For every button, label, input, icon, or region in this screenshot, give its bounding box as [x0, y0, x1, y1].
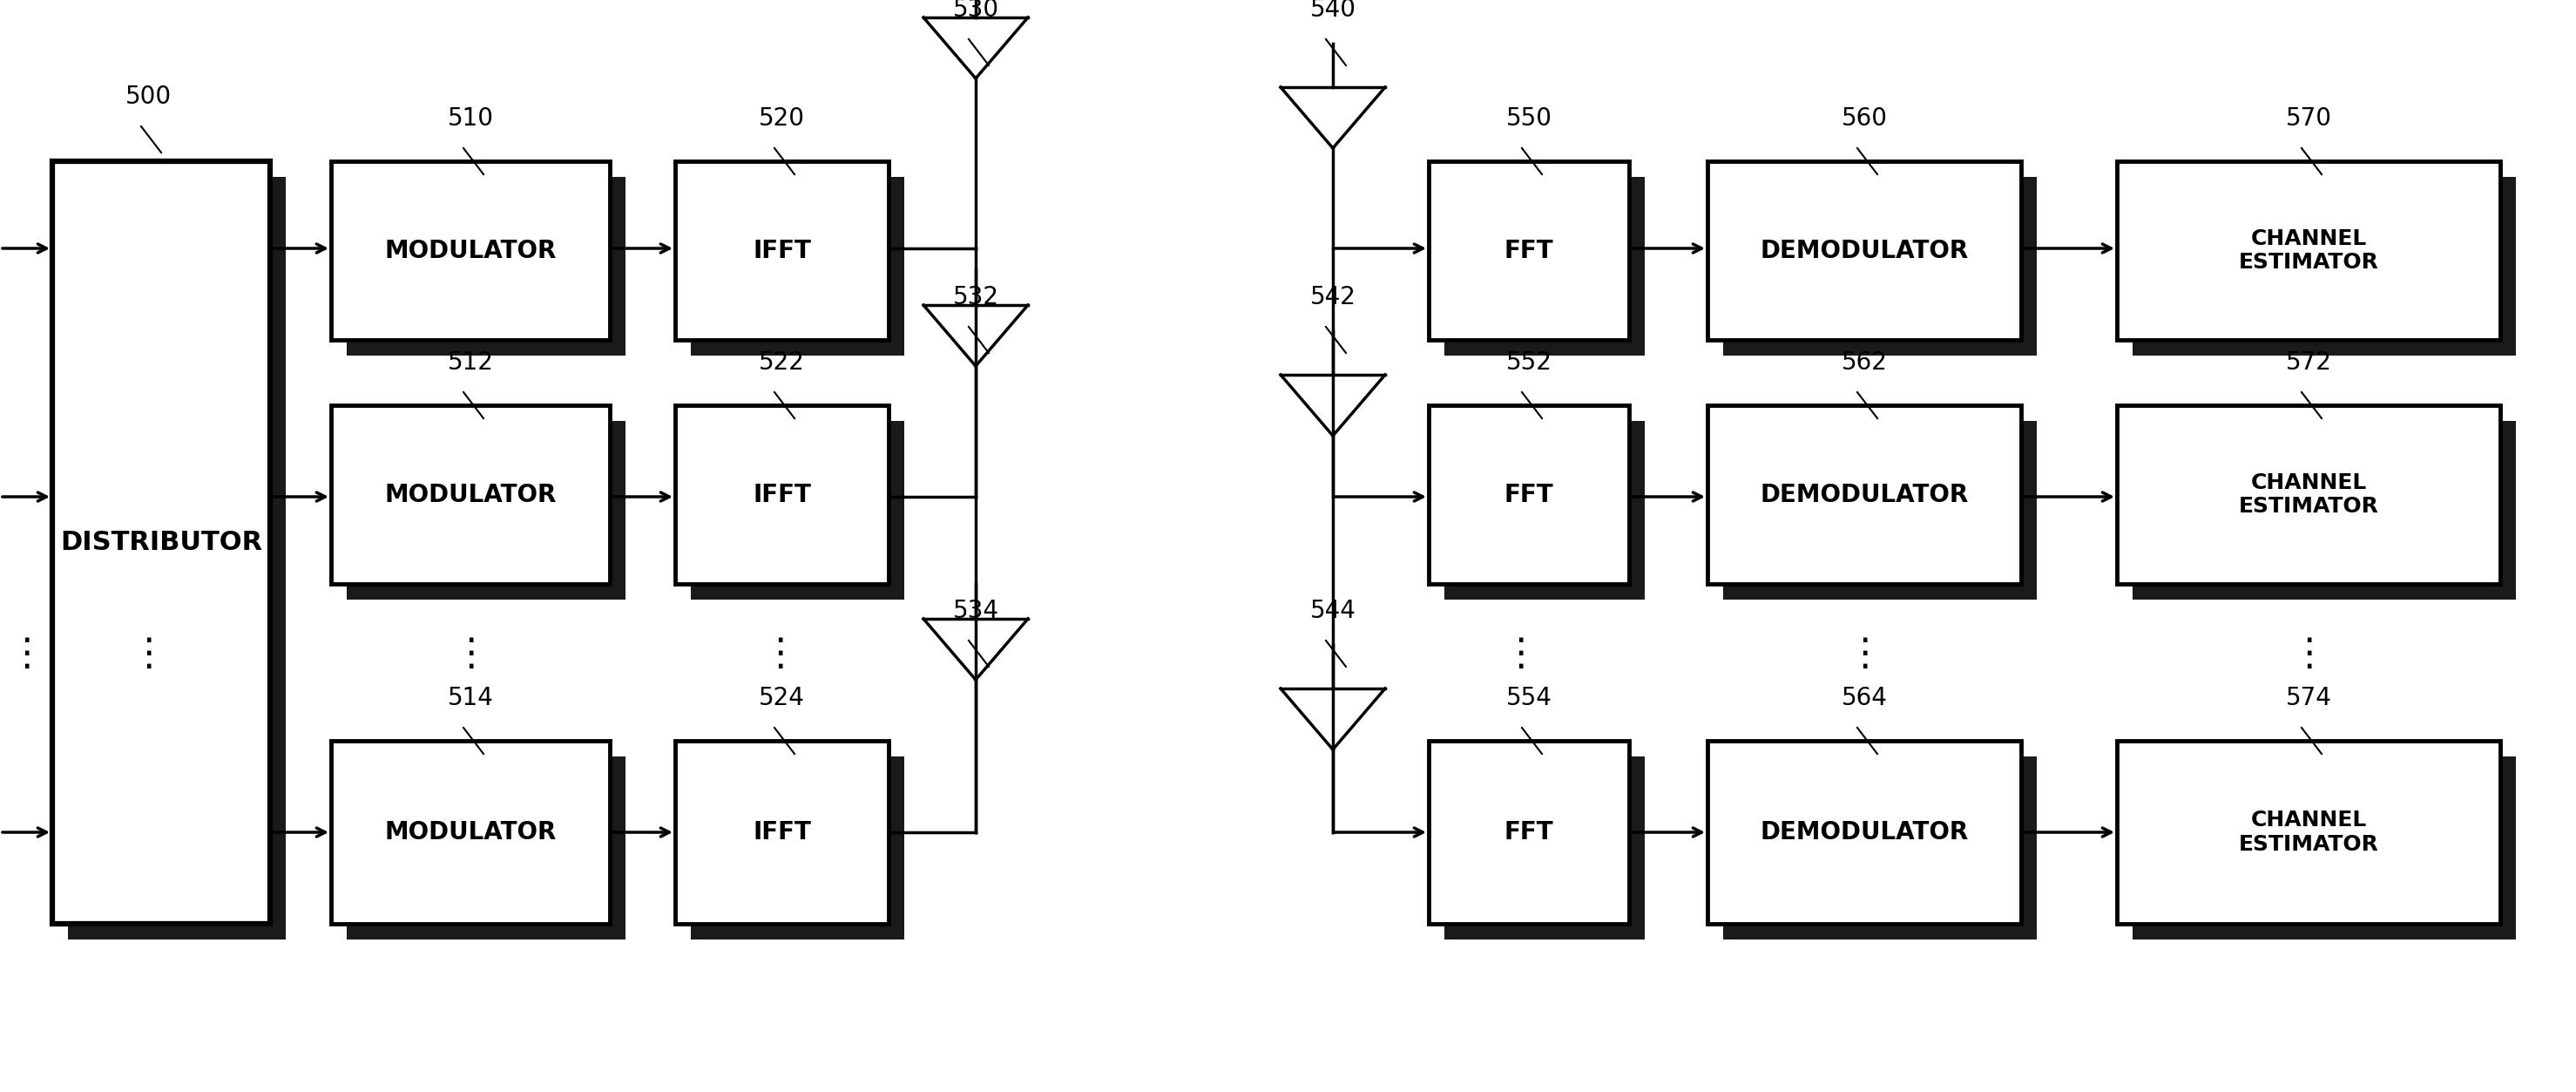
Text: ⋮: ⋮: [451, 634, 489, 673]
Text: IFFT: IFFT: [752, 238, 811, 263]
Bar: [348, 177, 626, 356]
Text: 564: 564: [1842, 686, 1888, 710]
Text: FFT: FFT: [1504, 820, 1553, 844]
Text: ⋮: ⋮: [760, 634, 799, 673]
Text: IFFT: IFFT: [752, 483, 811, 507]
Bar: [1445, 177, 1643, 356]
Text: ⋮: ⋮: [2290, 634, 2329, 673]
Bar: [1723, 177, 2038, 356]
Text: FFT: FFT: [1504, 238, 1553, 263]
Text: 534: 534: [953, 598, 999, 624]
Text: 524: 524: [757, 686, 804, 710]
Text: 540: 540: [1309, 0, 1355, 22]
Text: CHANNEL
ESTIMATOR: CHANNEL ESTIMATOR: [2239, 228, 2378, 273]
Text: MODULATOR: MODULATOR: [384, 483, 556, 507]
Bar: [348, 757, 626, 939]
Text: CHANNEL
ESTIMATOR: CHANNEL ESTIMATOR: [2239, 472, 2378, 518]
Text: 560: 560: [1842, 106, 1888, 131]
Bar: [332, 405, 611, 584]
Bar: [690, 757, 904, 939]
Bar: [1723, 420, 2038, 600]
Bar: [675, 740, 889, 924]
Text: 550: 550: [1507, 106, 1551, 131]
Text: DEMODULATOR: DEMODULATOR: [1759, 820, 1968, 844]
Text: ⋮: ⋮: [1502, 634, 1540, 673]
Text: FFT: FFT: [1504, 483, 1553, 507]
Text: 522: 522: [757, 351, 804, 375]
Bar: [1708, 162, 2022, 340]
Bar: [2133, 420, 2517, 600]
Bar: [67, 177, 286, 939]
Text: MODULATOR: MODULATOR: [384, 820, 556, 844]
Bar: [690, 177, 904, 356]
Text: 562: 562: [1842, 351, 1888, 375]
Text: 514: 514: [448, 686, 495, 710]
Text: 572: 572: [2285, 351, 2331, 375]
Text: 554: 554: [1507, 686, 1551, 710]
Text: 520: 520: [757, 106, 804, 131]
Bar: [690, 420, 904, 600]
Bar: [1708, 740, 2022, 924]
Text: IFFT: IFFT: [752, 820, 811, 844]
Text: MODULATOR: MODULATOR: [384, 238, 556, 263]
Bar: [1430, 162, 1628, 340]
Bar: [348, 420, 626, 600]
Text: 512: 512: [448, 351, 495, 375]
Bar: [1708, 405, 2022, 584]
Text: DEMODULATOR: DEMODULATOR: [1759, 238, 1968, 263]
Text: DISTRIBUTOR: DISTRIBUTOR: [59, 530, 263, 555]
Text: 570: 570: [2285, 106, 2331, 131]
Text: 510: 510: [448, 106, 495, 131]
Bar: [2117, 162, 2501, 340]
Bar: [1445, 757, 1643, 939]
Bar: [332, 740, 611, 924]
Text: ⋮: ⋮: [8, 634, 46, 673]
Bar: [1723, 757, 2038, 939]
Bar: [332, 162, 611, 340]
Text: DEMODULATOR: DEMODULATOR: [1759, 483, 1968, 507]
Bar: [2117, 405, 2501, 584]
Text: ⋮: ⋮: [1844, 634, 1883, 673]
Bar: [675, 405, 889, 584]
Bar: [1430, 740, 1628, 924]
Text: 542: 542: [1309, 285, 1355, 309]
Text: CHANNEL
ESTIMATOR: CHANNEL ESTIMATOR: [2239, 810, 2378, 855]
Text: 500: 500: [126, 84, 170, 109]
Bar: [1430, 405, 1628, 584]
Text: 574: 574: [2285, 686, 2331, 710]
Text: ⋮: ⋮: [129, 634, 167, 673]
Bar: [2117, 740, 2501, 924]
Bar: [1445, 420, 1643, 600]
Bar: [52, 162, 270, 924]
Text: 530: 530: [953, 0, 999, 22]
Text: 544: 544: [1309, 598, 1355, 624]
Bar: [675, 162, 889, 340]
Text: 552: 552: [1507, 351, 1551, 375]
Bar: [2133, 177, 2517, 356]
Text: 532: 532: [953, 285, 999, 309]
Bar: [2133, 757, 2517, 939]
